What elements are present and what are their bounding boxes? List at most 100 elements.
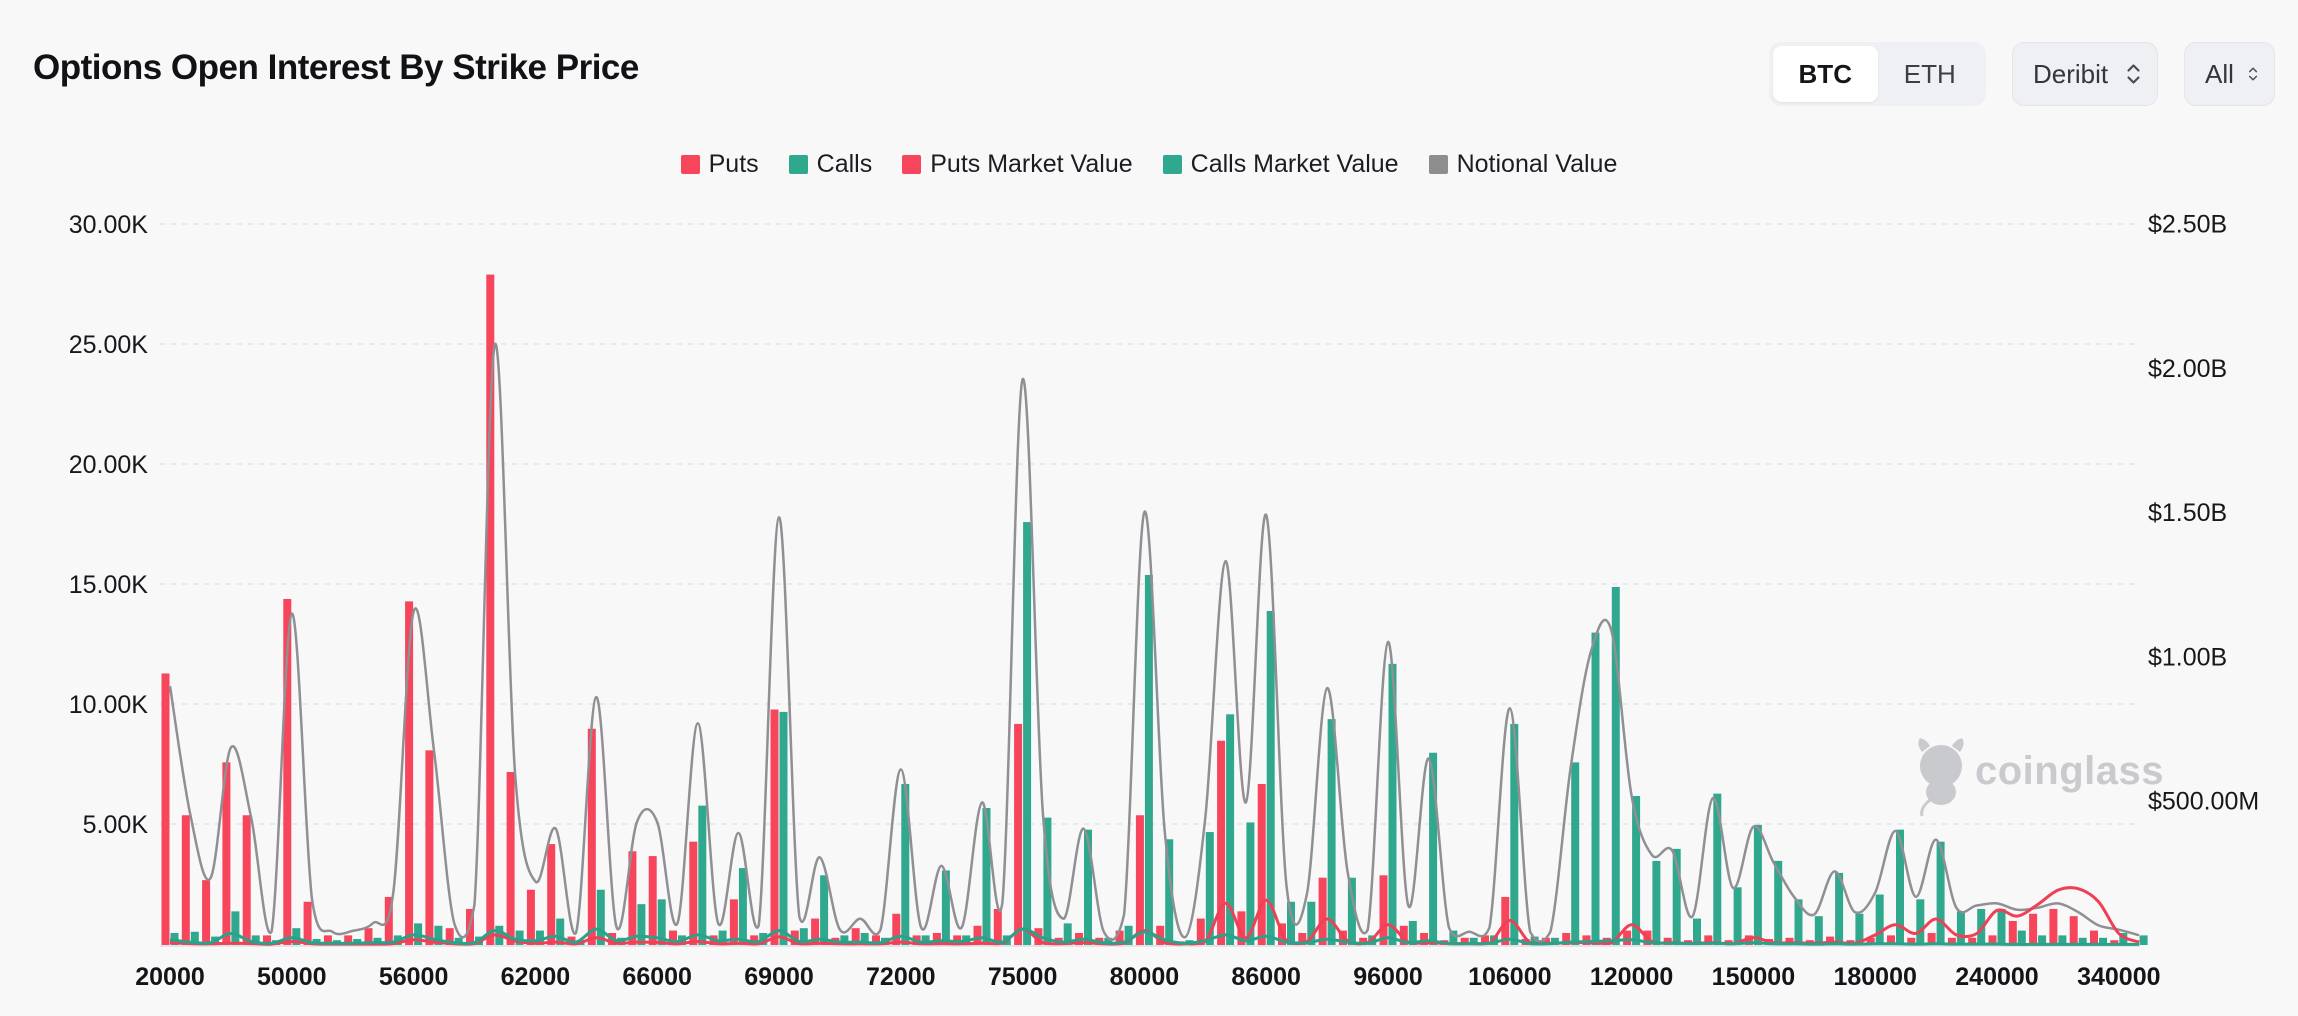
puts-bar[interactable] <box>2090 930 2098 945</box>
puts-bar[interactable] <box>892 913 901 945</box>
calls-bar[interactable] <box>2099 937 2107 945</box>
calls-bar[interactable] <box>799 928 808 945</box>
puts-bar[interactable] <box>344 935 353 945</box>
puts-bar[interactable] <box>1947 937 1956 945</box>
puts-bar[interactable] <box>1866 937 1875 945</box>
puts-bar[interactable] <box>405 601 414 945</box>
calls-bar[interactable] <box>1997 908 2006 945</box>
calls-bar[interactable] <box>779 711 788 945</box>
puts-bar[interactable] <box>648 856 657 945</box>
legend-item-puts-market-value[interactable]: Puts Market Value <box>902 150 1133 179</box>
calls-bar[interactable] <box>1571 762 1580 945</box>
calls-bar[interactable] <box>820 875 829 945</box>
calls-bar[interactable] <box>941 870 950 945</box>
puts-bar[interactable] <box>161 673 170 945</box>
calls-bar[interactable] <box>1408 920 1417 945</box>
calls-bar[interactable] <box>596 889 605 945</box>
puts-bar[interactable] <box>1379 875 1388 945</box>
legend-item-notional-value[interactable]: Notional Value <box>1428 150 1617 179</box>
puts-bar[interactable] <box>750 935 759 945</box>
puts-bar[interactable] <box>222 762 231 945</box>
puts-bar[interactable] <box>1298 932 1307 945</box>
puts-bar[interactable] <box>303 901 312 945</box>
calls-bar[interactable] <box>1855 913 1864 945</box>
calls-bar[interactable] <box>1794 899 1803 945</box>
calls-bar[interactable] <box>1956 911 1965 945</box>
calls-bar[interactable] <box>1104 937 1113 945</box>
calls-bar[interactable] <box>718 930 727 945</box>
puts-bar[interactable] <box>1257 783 1266 945</box>
calls-bar[interactable] <box>1246 822 1255 945</box>
puts-bar[interactable] <box>1237 911 1246 945</box>
asset-toggle-eth[interactable]: ETH <box>1903 58 1956 89</box>
calls-bar[interactable] <box>637 904 646 945</box>
puts-bar[interactable] <box>445 928 454 945</box>
calls-bar[interactable] <box>2119 932 2128 945</box>
expiry-select[interactable]: All <box>2184 42 2275 106</box>
asset-toggle-btc[interactable]: BTC <box>1773 46 1878 102</box>
puts-bar[interactable] <box>1217 740 1226 945</box>
calls-bar[interactable] <box>1591 632 1600 945</box>
puts-bar[interactable] <box>1156 925 1165 945</box>
calls-bar[interactable] <box>1124 925 1133 945</box>
calls-bar[interactable] <box>454 937 463 945</box>
puts-bar[interactable] <box>1460 937 1469 945</box>
calls-bar[interactable] <box>190 931 199 945</box>
calls-bar[interactable] <box>292 928 301 945</box>
puts-bar[interactable] <box>1115 930 1124 945</box>
calls-bar[interactable] <box>1144 574 1153 945</box>
calls-bar[interactable] <box>901 783 910 945</box>
calls-bar[interactable] <box>840 935 849 945</box>
puts-bar[interactable] <box>2029 913 2038 945</box>
calls-bar[interactable] <box>2017 930 2026 945</box>
puts-bar[interactable] <box>1318 877 1327 945</box>
calls-bar[interactable] <box>698 805 707 945</box>
puts-bar[interactable] <box>1420 932 1429 945</box>
puts-bar[interactable] <box>628 851 637 945</box>
calls-bar[interactable] <box>738 868 747 945</box>
calls-bar[interactable] <box>1084 829 1092 945</box>
puts-bar[interactable] <box>1968 937 1977 945</box>
calls-bar[interactable] <box>434 925 443 945</box>
puts-bar[interactable] <box>2069 916 2078 945</box>
puts-bar[interactable] <box>1562 932 1571 945</box>
puts-bar[interactable] <box>2110 940 2119 945</box>
calls-bar[interactable] <box>2078 937 2087 945</box>
calls-bar[interactable] <box>535 930 544 945</box>
puts-bar[interactable] <box>1014 723 1023 945</box>
puts-bar[interactable] <box>1541 937 1550 945</box>
puts-bar[interactable] <box>202 880 211 945</box>
calls-bar[interactable] <box>1347 877 1356 945</box>
legend-item-calls-market-value[interactable]: Calls Market Value <box>1162 150 1399 179</box>
calls-bar[interactable] <box>1896 829 1904 945</box>
calls-bar[interactable] <box>251 935 260 945</box>
calls-bar[interactable] <box>1835 872 1844 945</box>
calls-bar[interactable] <box>1226 714 1235 945</box>
calls-bar[interactable] <box>1875 894 1884 945</box>
puts-bar[interactable] <box>689 841 698 945</box>
calls-bar[interactable] <box>1550 937 1559 945</box>
puts-bar[interactable] <box>526 889 535 945</box>
puts-bar[interactable] <box>729 899 738 945</box>
puts-bar[interactable] <box>973 925 982 945</box>
puts-bar[interactable] <box>2049 908 2058 945</box>
calls-bar[interactable] <box>1936 841 1945 945</box>
calls-bar[interactable] <box>1733 887 1742 945</box>
calls-bar[interactable] <box>1388 663 1397 945</box>
calls-bar[interactable] <box>1632 796 1641 945</box>
puts-bar[interactable] <box>851 928 860 945</box>
puts-bar[interactable] <box>506 771 515 945</box>
calls-bar[interactable] <box>556 918 565 945</box>
calls-bar[interactable] <box>1469 937 1478 945</box>
puts-bar[interactable] <box>283 598 292 945</box>
calls-bar[interactable] <box>1449 930 1458 945</box>
legend-item-puts[interactable]: Puts <box>680 150 759 179</box>
calls-bar[interactable] <box>1611 586 1620 945</box>
puts-bar[interactable] <box>770 709 779 945</box>
puts-bar[interactable] <box>811 918 820 945</box>
puts-bar[interactable] <box>263 935 271 945</box>
calls-bar[interactable] <box>2058 935 2067 945</box>
calls-bar[interactable] <box>1165 839 1174 945</box>
calls-bar[interactable] <box>1814 916 1823 945</box>
calls-bar[interactable] <box>982 808 991 945</box>
